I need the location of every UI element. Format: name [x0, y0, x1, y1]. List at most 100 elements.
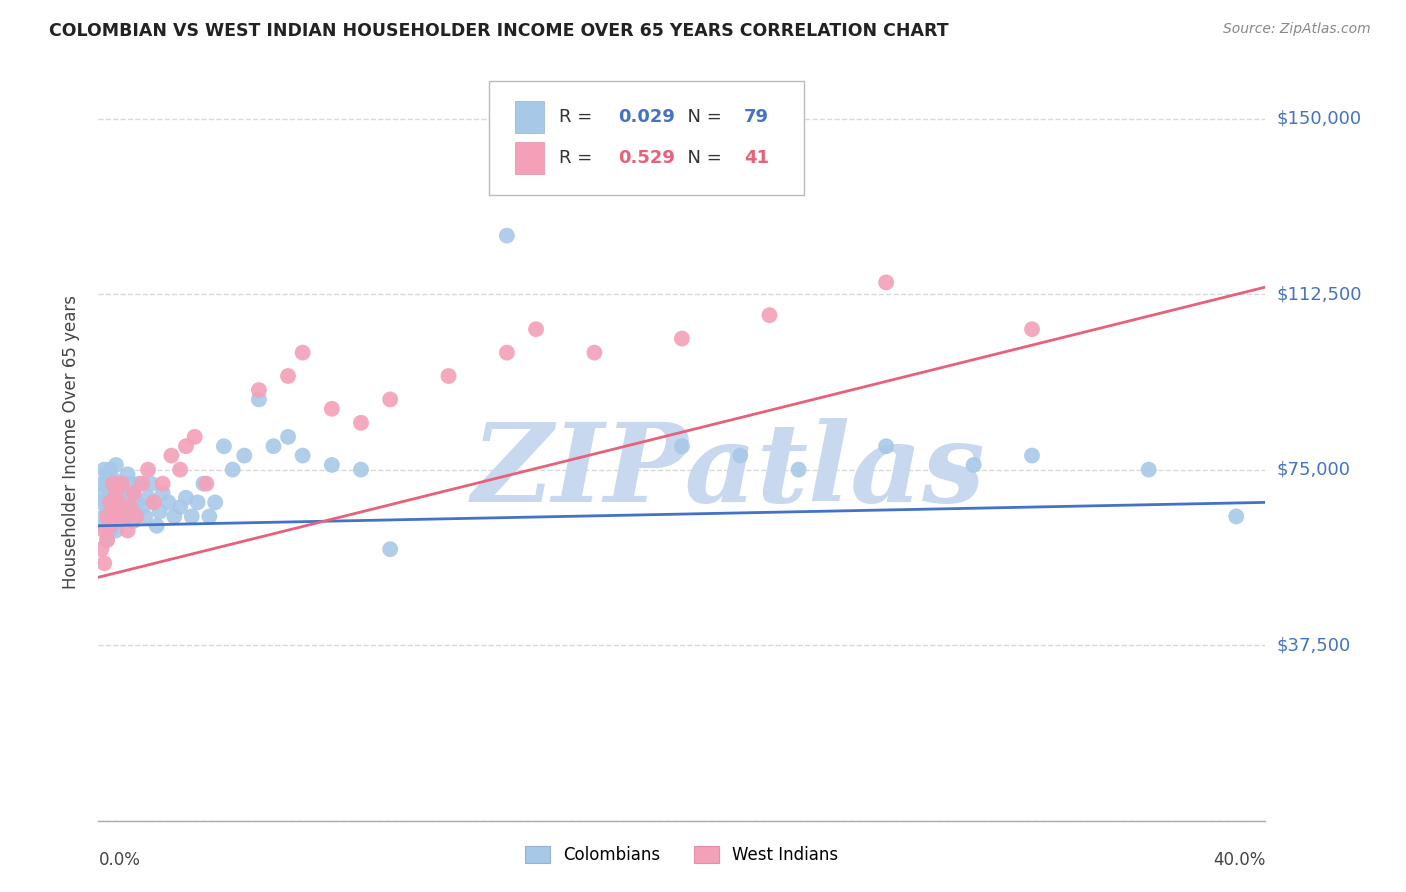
Point	[101, 514, 124, 528]
Text: N =: N =	[676, 149, 727, 167]
Point	[108, 481, 131, 495]
Point	[380, 542, 402, 557]
Point	[212, 439, 235, 453]
Point	[114, 505, 136, 519]
Point	[174, 491, 197, 505]
Point	[98, 495, 121, 509]
Point	[93, 509, 115, 524]
Point	[104, 458, 127, 472]
Point	[134, 509, 156, 524]
Point	[496, 228, 519, 243]
Point	[277, 369, 299, 384]
Point	[149, 505, 172, 519]
Point	[120, 495, 142, 509]
Point	[125, 495, 148, 509]
Point	[101, 500, 124, 514]
Text: 0.029: 0.029	[617, 108, 675, 126]
Point	[93, 524, 115, 538]
Point	[96, 533, 118, 547]
Point	[98, 518, 121, 533]
Point	[291, 449, 314, 463]
Point	[152, 486, 174, 500]
Point	[583, 345, 606, 359]
Point	[98, 524, 121, 538]
Point	[221, 462, 243, 476]
Point	[730, 449, 752, 463]
Point	[142, 495, 165, 509]
Point	[96, 476, 118, 491]
Point	[93, 486, 115, 500]
Point	[120, 500, 142, 514]
Point	[122, 486, 145, 500]
Point	[96, 495, 118, 509]
Point	[93, 462, 115, 476]
Text: 41: 41	[744, 149, 769, 167]
Text: ZIPatlas: ZIPatlas	[471, 418, 986, 525]
Point	[291, 345, 314, 359]
Point	[247, 383, 270, 397]
Point	[169, 500, 191, 514]
Point	[380, 392, 402, 407]
Point	[90, 542, 112, 557]
Point	[136, 491, 159, 505]
Point	[321, 458, 343, 472]
Point	[524, 322, 547, 336]
FancyBboxPatch shape	[489, 81, 804, 195]
Point	[125, 509, 148, 524]
Point	[233, 449, 256, 463]
Point	[108, 514, 131, 528]
Text: $150,000: $150,000	[1277, 110, 1361, 128]
Point	[152, 476, 174, 491]
Point	[131, 476, 153, 491]
Point	[111, 495, 134, 509]
Point	[1021, 449, 1043, 463]
Point	[117, 509, 139, 524]
Point	[131, 500, 153, 514]
Text: 40.0%: 40.0%	[1213, 851, 1265, 869]
Point	[437, 369, 460, 384]
Point	[98, 462, 121, 476]
Point	[160, 449, 183, 463]
Point	[111, 476, 134, 491]
Point	[111, 476, 134, 491]
Text: 79: 79	[744, 108, 769, 126]
Point	[142, 495, 165, 509]
Point	[350, 416, 373, 430]
Point	[98, 486, 121, 500]
Point	[108, 495, 131, 509]
Point	[104, 524, 127, 538]
Point	[111, 509, 134, 524]
Point	[321, 401, 343, 416]
Point	[163, 509, 186, 524]
Point	[104, 509, 127, 524]
Point	[98, 495, 121, 509]
Point	[1021, 322, 1043, 336]
Point	[671, 439, 693, 453]
Point	[104, 509, 127, 524]
Text: N =: N =	[676, 108, 727, 126]
Point	[108, 500, 131, 514]
Point	[90, 476, 112, 491]
Text: R =: R =	[560, 108, 599, 126]
Text: Source: ZipAtlas.com: Source: ZipAtlas.com	[1223, 22, 1371, 37]
Point	[204, 495, 226, 509]
Point	[104, 495, 127, 509]
Point	[98, 509, 121, 524]
Text: COLOMBIAN VS WEST INDIAN HOUSEHOLDER INCOME OVER 65 YEARS CORRELATION CHART: COLOMBIAN VS WEST INDIAN HOUSEHOLDER INC…	[49, 22, 949, 40]
Point	[96, 505, 118, 519]
Point	[93, 556, 115, 570]
Point	[117, 491, 139, 505]
Text: 0.529: 0.529	[617, 149, 675, 167]
Point	[1137, 462, 1160, 476]
Point	[104, 476, 127, 491]
Point	[101, 472, 124, 486]
Point	[193, 476, 215, 491]
Point	[496, 345, 519, 359]
Point	[875, 276, 897, 290]
Legend: Colombians, West Indians: Colombians, West Indians	[520, 841, 844, 869]
Point	[146, 518, 169, 533]
Point	[114, 486, 136, 500]
Point	[136, 462, 159, 476]
Point	[195, 476, 218, 491]
Point	[139, 476, 162, 491]
